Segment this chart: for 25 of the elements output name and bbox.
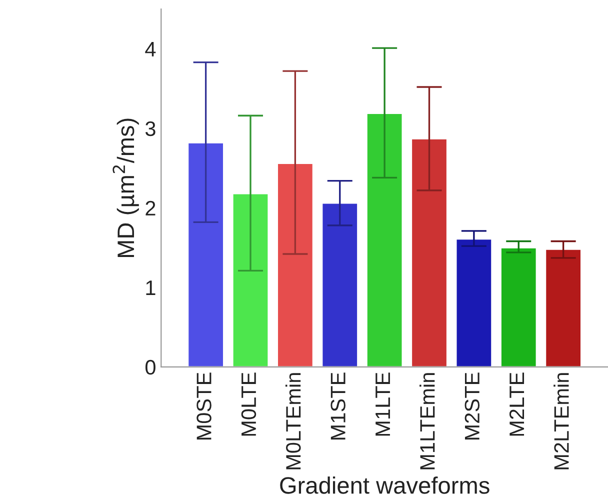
bar — [544, 248, 582, 367]
bar — [321, 202, 358, 367]
bar — [366, 112, 404, 367]
y-tick-label: 1 — [146, 280, 156, 295]
x-tick-label: M2LTEmin — [554, 373, 569, 470]
y-axis-title: MD (µm$^{2}$/ms) — [112, 118, 139, 258]
x-axis-title: Gradient waveforms — [280, 476, 490, 494]
y-tick-label: 3 — [145, 121, 156, 136]
y-tick-label: 4 — [145, 42, 156, 56]
x-tick-label: M0LTEmin — [285, 373, 301, 470]
x-tick-label: M2LTE — [509, 372, 524, 436]
x-tick-label: M2STE — [464, 372, 480, 440]
bar — [276, 162, 314, 367]
x-tick-label: M0STE — [196, 372, 212, 440]
bar — [500, 246, 538, 367]
x-tick-label: M0LTE — [241, 372, 256, 436]
bar — [410, 138, 448, 367]
x-tick-label: M1STE — [330, 372, 346, 440]
y-tick-label: 2 — [146, 200, 156, 216]
bar — [232, 192, 270, 367]
x-tick-label: M1LTEmin — [420, 373, 435, 470]
bar — [187, 142, 224, 367]
bar — [455, 238, 493, 367]
x-tick-label: M1LTE — [376, 372, 390, 436]
y-tick-label: 0 — [145, 360, 156, 375]
